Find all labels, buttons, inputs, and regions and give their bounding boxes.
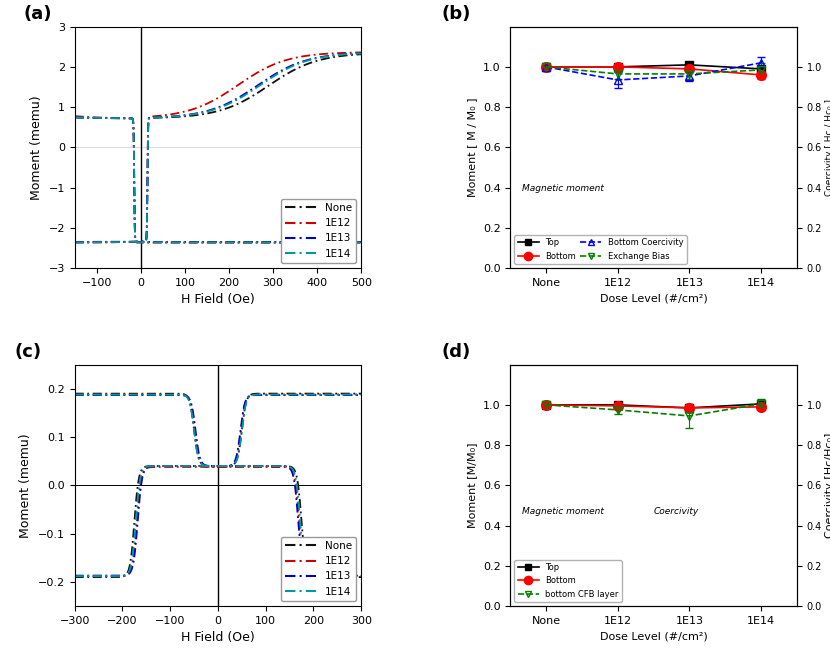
Legend: Top, Bottom, bottom CFB layer: Top, Bottom, bottom CFB layer bbox=[515, 560, 622, 602]
Y-axis label: Coercivity [ Hc / Hc₀ ]
Exchange Bias [ Hex / Hex₀ ]: Coercivity [ Hc / Hc₀ ] Exchange Bias [ … bbox=[825, 83, 830, 212]
Legend: None, 1E12, 1E13, 1E14: None, 1E12, 1E13, 1E14 bbox=[281, 537, 356, 601]
Text: (d): (d) bbox=[442, 344, 471, 362]
X-axis label: Dose Level (#/cm²): Dose Level (#/cm²) bbox=[599, 631, 707, 641]
Y-axis label: Moment (memu): Moment (memu) bbox=[30, 95, 43, 200]
X-axis label: Dose Level (#/cm²): Dose Level (#/cm²) bbox=[599, 293, 707, 303]
Legend: Top, Bottom, Bottom Coercivity, Exchange Bias: Top, Bottom, Bottom Coercivity, Exchange… bbox=[515, 235, 686, 264]
Text: Coercivity: Coercivity bbox=[653, 507, 699, 516]
Text: (c): (c) bbox=[14, 344, 42, 362]
Text: Magnetic moment: Magnetic moment bbox=[522, 507, 603, 516]
Text: Magnetic moment: Magnetic moment bbox=[522, 184, 603, 193]
Y-axis label: Moment (memu): Moment (memu) bbox=[19, 433, 32, 537]
Text: (a): (a) bbox=[23, 5, 51, 23]
Text: (b): (b) bbox=[442, 5, 471, 23]
Y-axis label: Coercivity [Hc/Hc₀]: Coercivity [Hc/Hc₀] bbox=[825, 433, 830, 538]
Y-axis label: Moment [M/M₀]: Moment [M/M₀] bbox=[467, 443, 477, 528]
Y-axis label: Moment [ M / M₀ ]: Moment [ M / M₀ ] bbox=[467, 98, 477, 197]
Legend: None, 1E12, 1E13, 1E14: None, 1E12, 1E13, 1E14 bbox=[281, 199, 356, 263]
X-axis label: H Field (Oe): H Field (Oe) bbox=[181, 293, 255, 306]
X-axis label: H Field (Oe): H Field (Oe) bbox=[181, 631, 255, 644]
